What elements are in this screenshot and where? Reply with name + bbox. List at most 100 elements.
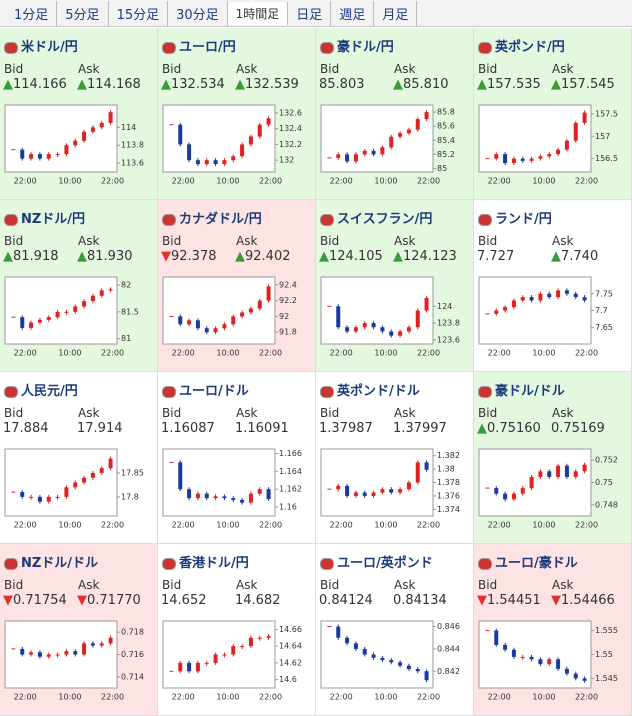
ask-value: ▼1.54466	[551, 593, 615, 608]
y-tick-label: 1.378	[437, 478, 460, 487]
currency-panel[interactable]: 英ポンド/ドル Bid Ask 1.37987 1.37997 1.382 1.38 1.37…	[316, 372, 474, 544]
candle	[64, 651, 69, 655]
bid-value: ▲132.534	[161, 77, 225, 92]
candle	[511, 300, 516, 308]
x-tick-label: 22:00	[14, 349, 37, 358]
flag-icon	[4, 213, 18, 226]
y-tick-label: 114	[121, 123, 136, 132]
x-tick-label: 10:00	[532, 177, 555, 186]
candle	[406, 665, 411, 670]
candle	[573, 122, 578, 141]
candle	[380, 489, 385, 493]
currency-panel[interactable]: 米ドル/円 Bid Ask ▲114.166 ▲114.168 114 113.8 113.6…	[0, 28, 158, 200]
bid-label: Bid	[320, 62, 340, 76]
tab[interactable]: 1時間足	[227, 1, 289, 25]
flag-icon	[320, 385, 334, 398]
candle	[503, 154, 508, 164]
tab[interactable]: 30分足	[168, 0, 228, 26]
ask-price: 7.740	[561, 249, 599, 264]
pair-name: 香港ドル/円	[179, 556, 249, 571]
bid-label: Bid	[478, 234, 498, 248]
flag-icon	[162, 557, 176, 570]
bid-value: ▼92.378	[161, 249, 217, 264]
y-tick-label: 132.6	[279, 108, 302, 117]
candle	[248, 308, 253, 313]
tab[interactable]: 週足	[331, 0, 375, 26]
bid-price: 132.534	[171, 77, 225, 92]
currency-panel[interactable]: ユーロ/ドル Bid Ask 1.16087 1.16091 1.166 1.164 1.16…	[158, 372, 316, 544]
currency-panel[interactable]: ユーロ/円 Bid Ask ▲132.534 ▲132.539 132.6 132.4 132…	[158, 28, 316, 200]
candle	[415, 119, 420, 130]
tab[interactable]: 日足	[288, 0, 332, 26]
y-tick-label: 124	[437, 302, 452, 311]
candle	[204, 493, 209, 499]
currency-panel[interactable]: 豪ドル/ドル Bid Ask ▲0.75160 0.75169 0.752 0.75 0.74…	[474, 372, 632, 544]
currency-panel[interactable]: ユーロ/英ポンド Bid Ask 0.84124 0.84134 0.846 0.844 0.…	[316, 544, 474, 716]
currency-panel[interactable]: NZドル/ドル Bid Ask ▼0.71754 ▼0.71770 0.718 0.716 0…	[0, 544, 158, 716]
candle	[20, 648, 25, 655]
currency-panel[interactable]: 英ポンド/円 Bid Ask ▲157.535 ▲157.545 157.5 157 156.…	[474, 28, 632, 200]
candle	[564, 140, 569, 150]
pair-name: NZドル/ドル	[21, 556, 99, 571]
candle	[266, 489, 271, 500]
x-tick-label: 22:00	[172, 177, 195, 186]
ask-label: Ask	[236, 62, 258, 76]
currency-panel[interactable]: スイスフラン/円 Bid Ask ▲124.105 ▲124.123 124 123.8 12…	[316, 200, 474, 372]
ask-label: Ask	[236, 234, 258, 248]
currency-panel[interactable]: カナダドル/円 Bid Ask ▼92.378 ▲92.402 92.4 92.2 92 91.…	[158, 200, 316, 372]
candle	[90, 295, 95, 302]
ask-label: Ask	[78, 234, 100, 248]
currency-panel[interactable]: 人民元/円 Bid Ask 17.884 17.914 17.85 17.8 22:00 10:…	[0, 372, 158, 544]
x-tick-label: 10:00	[532, 521, 555, 530]
currency-panel[interactable]: ユーロ/豪ドル Bid Ask ▼1.54451 ▼1.54466 1.555 1.55 1.…	[474, 544, 632, 716]
tab[interactable]: 15分足	[109, 0, 169, 26]
change-arrow: ▲	[393, 77, 403, 92]
x-tick-label: 10:00	[58, 693, 81, 702]
pair-title: ユーロ/豪ドル	[478, 552, 578, 571]
x-tick-label: 22:00	[259, 349, 282, 358]
bid-label: Bid	[162, 406, 182, 420]
pair-title: NZドル/ドル	[4, 552, 98, 571]
x-tick-label: 22:00	[488, 177, 511, 186]
candle	[82, 301, 87, 307]
bid-label: Bid	[478, 62, 498, 76]
candle	[564, 465, 569, 477]
x-tick-label: 22:00	[575, 349, 598, 358]
candle	[46, 154, 51, 159]
candle	[520, 297, 525, 301]
candle	[424, 671, 429, 681]
candle	[511, 158, 516, 164]
timeframe-tabs: 1分足 5分足 15分足 30分足 1時間足 日足 週足 月足	[0, 0, 632, 27]
bid-value: 0.84124	[319, 593, 373, 608]
mini-chart: 14.66 14.64 14.62 14.6 22:00 10:00 22:00	[162, 620, 302, 702]
currency-panel[interactable]: 香港ドル/円 Bid Ask 14.652 14.682 14.66 14.64 14.62 1…	[158, 544, 316, 716]
tab[interactable]: 月足	[374, 0, 418, 26]
ask-price: 1.54466	[561, 593, 615, 608]
currency-panel[interactable]: 豪ドル/円 Bid Ask 85.803 ▲85.810 85.8 85.6 85.4 85.2…	[316, 28, 474, 200]
y-tick-label: 132.2	[279, 140, 302, 149]
candle	[46, 654, 51, 657]
flag-icon	[478, 557, 492, 570]
candle	[248, 637, 253, 647]
candle	[187, 320, 192, 325]
candle	[204, 662, 209, 664]
candle	[55, 154, 60, 156]
x-tick-label: 22:00	[14, 177, 37, 186]
tab[interactable]: 1分足	[6, 0, 58, 26]
currency-panel[interactable]: NZドル/円 Bid Ask ▲81.918 ▲81.930 82 81.5 81 22:00 1…	[0, 200, 158, 372]
tab[interactable]: 5分足	[57, 0, 109, 26]
currency-panel[interactable]: ランド/円 Bid Ask 7.727 ▲7.740 7.75 7.7 7.65 22:00 10…	[474, 200, 632, 372]
candle	[37, 319, 42, 323]
candle	[37, 154, 42, 159]
bid-price: 0.75160	[487, 421, 541, 436]
candle	[64, 311, 69, 313]
x-tick-label: 22:00	[575, 177, 598, 186]
y-tick-label: 1.545	[595, 674, 618, 683]
y-tick-label: 81.5	[121, 307, 139, 316]
ask-price: 114.168	[87, 77, 141, 92]
mini-chart: 157.5 157 156.5 22:00 10:00 22:00	[478, 104, 618, 186]
change-arrow: ▲	[77, 77, 87, 92]
bid-label: Bid	[4, 62, 24, 76]
ask-label: Ask	[552, 406, 574, 420]
candle	[424, 462, 429, 470]
